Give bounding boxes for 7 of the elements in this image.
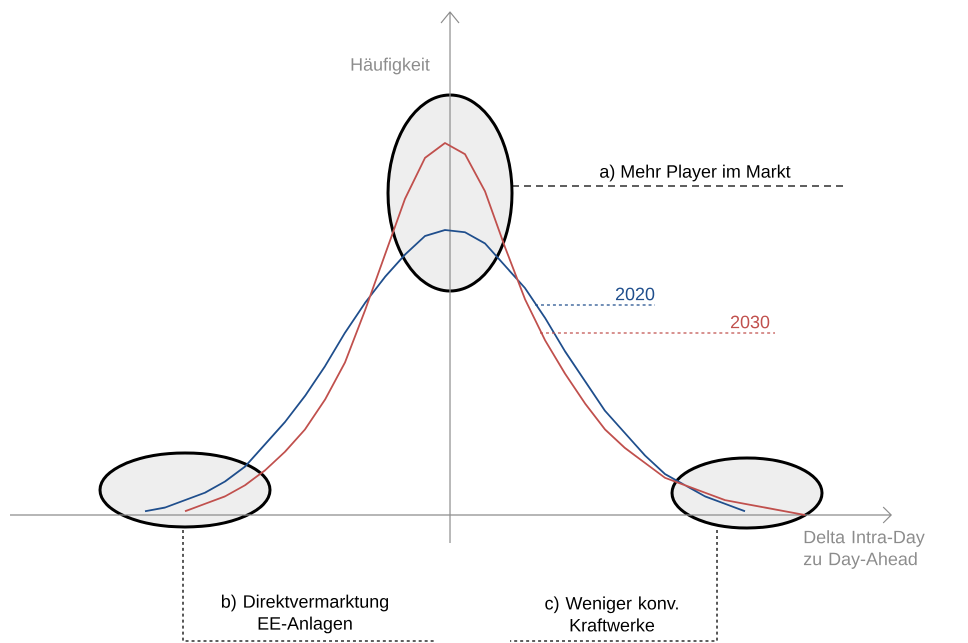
annotation: a) Mehr Player im Markt <box>600 164 791 182</box>
text: 2030 <box>730 316 770 328</box>
x-axis-title: Delta Intra-Day zu Day-Ahead <box>804 530 925 569</box>
y-axis-title: Häufigkeit <box>352 58 430 74</box>
text: c) Weniger konv. Kraftwerke <box>545 596 678 632</box>
text: b) Direktvermarktung EE-Anlagen <box>222 594 388 634</box>
text: 2020 <box>616 288 654 300</box>
